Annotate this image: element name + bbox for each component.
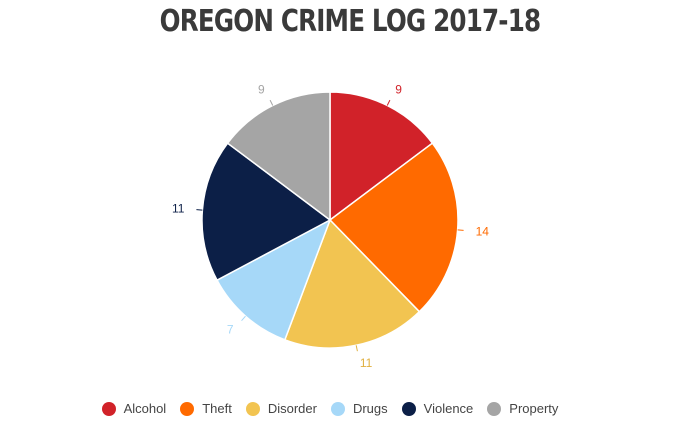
slice-value-label: 9 <box>395 82 402 96</box>
slice-value-label: 11 <box>172 202 185 216</box>
pie-slice-theft[interactable] <box>328 142 459 313</box>
legend-label: Alcohol <box>123 401 167 416</box>
legend-label: Violence <box>423 401 474 416</box>
legend-dot-icon <box>180 401 195 416</box>
legend-label: Property <box>509 401 559 416</box>
legend-item-property[interactable]: Property <box>487 401 558 416</box>
slice-value-label: 9 <box>258 82 265 96</box>
legend-dot-icon <box>245 401 260 416</box>
legend-dot-icon <box>330 401 345 416</box>
legend-item-drugs[interactable]: Drugs <box>330 401 388 416</box>
legend-item-theft[interactable]: Theft <box>180 401 232 416</box>
pie-slice-violence[interactable] <box>201 142 332 282</box>
legend-dot-icon <box>487 401 502 416</box>
legend-item-alcohol[interactable]: Alcohol <box>101 401 167 416</box>
legend-label: Drugs <box>352 401 388 416</box>
chart-title: OREGON CRIME LOG 2017-18 <box>159 4 541 39</box>
legend-dot-icon <box>401 401 416 416</box>
legend-dot-icon <box>101 401 116 416</box>
legend-item-disorder[interactable]: Disorder <box>245 401 317 416</box>
pie-slice-alcohol[interactable] <box>329 91 434 222</box>
pie-slice-property[interactable] <box>226 91 331 222</box>
legend: Alcohol Theft Disorder Drugs Violence Pr… <box>0 401 660 416</box>
legend-label: Disorder <box>267 401 317 416</box>
slice-value-label: 7 <box>227 323 234 337</box>
legend-item-violence[interactable]: Violence <box>401 401 474 416</box>
legend-label: Theft <box>202 401 232 416</box>
slice-value-label: 11 <box>360 356 373 370</box>
slice-value-label: 14 <box>476 224 490 238</box>
